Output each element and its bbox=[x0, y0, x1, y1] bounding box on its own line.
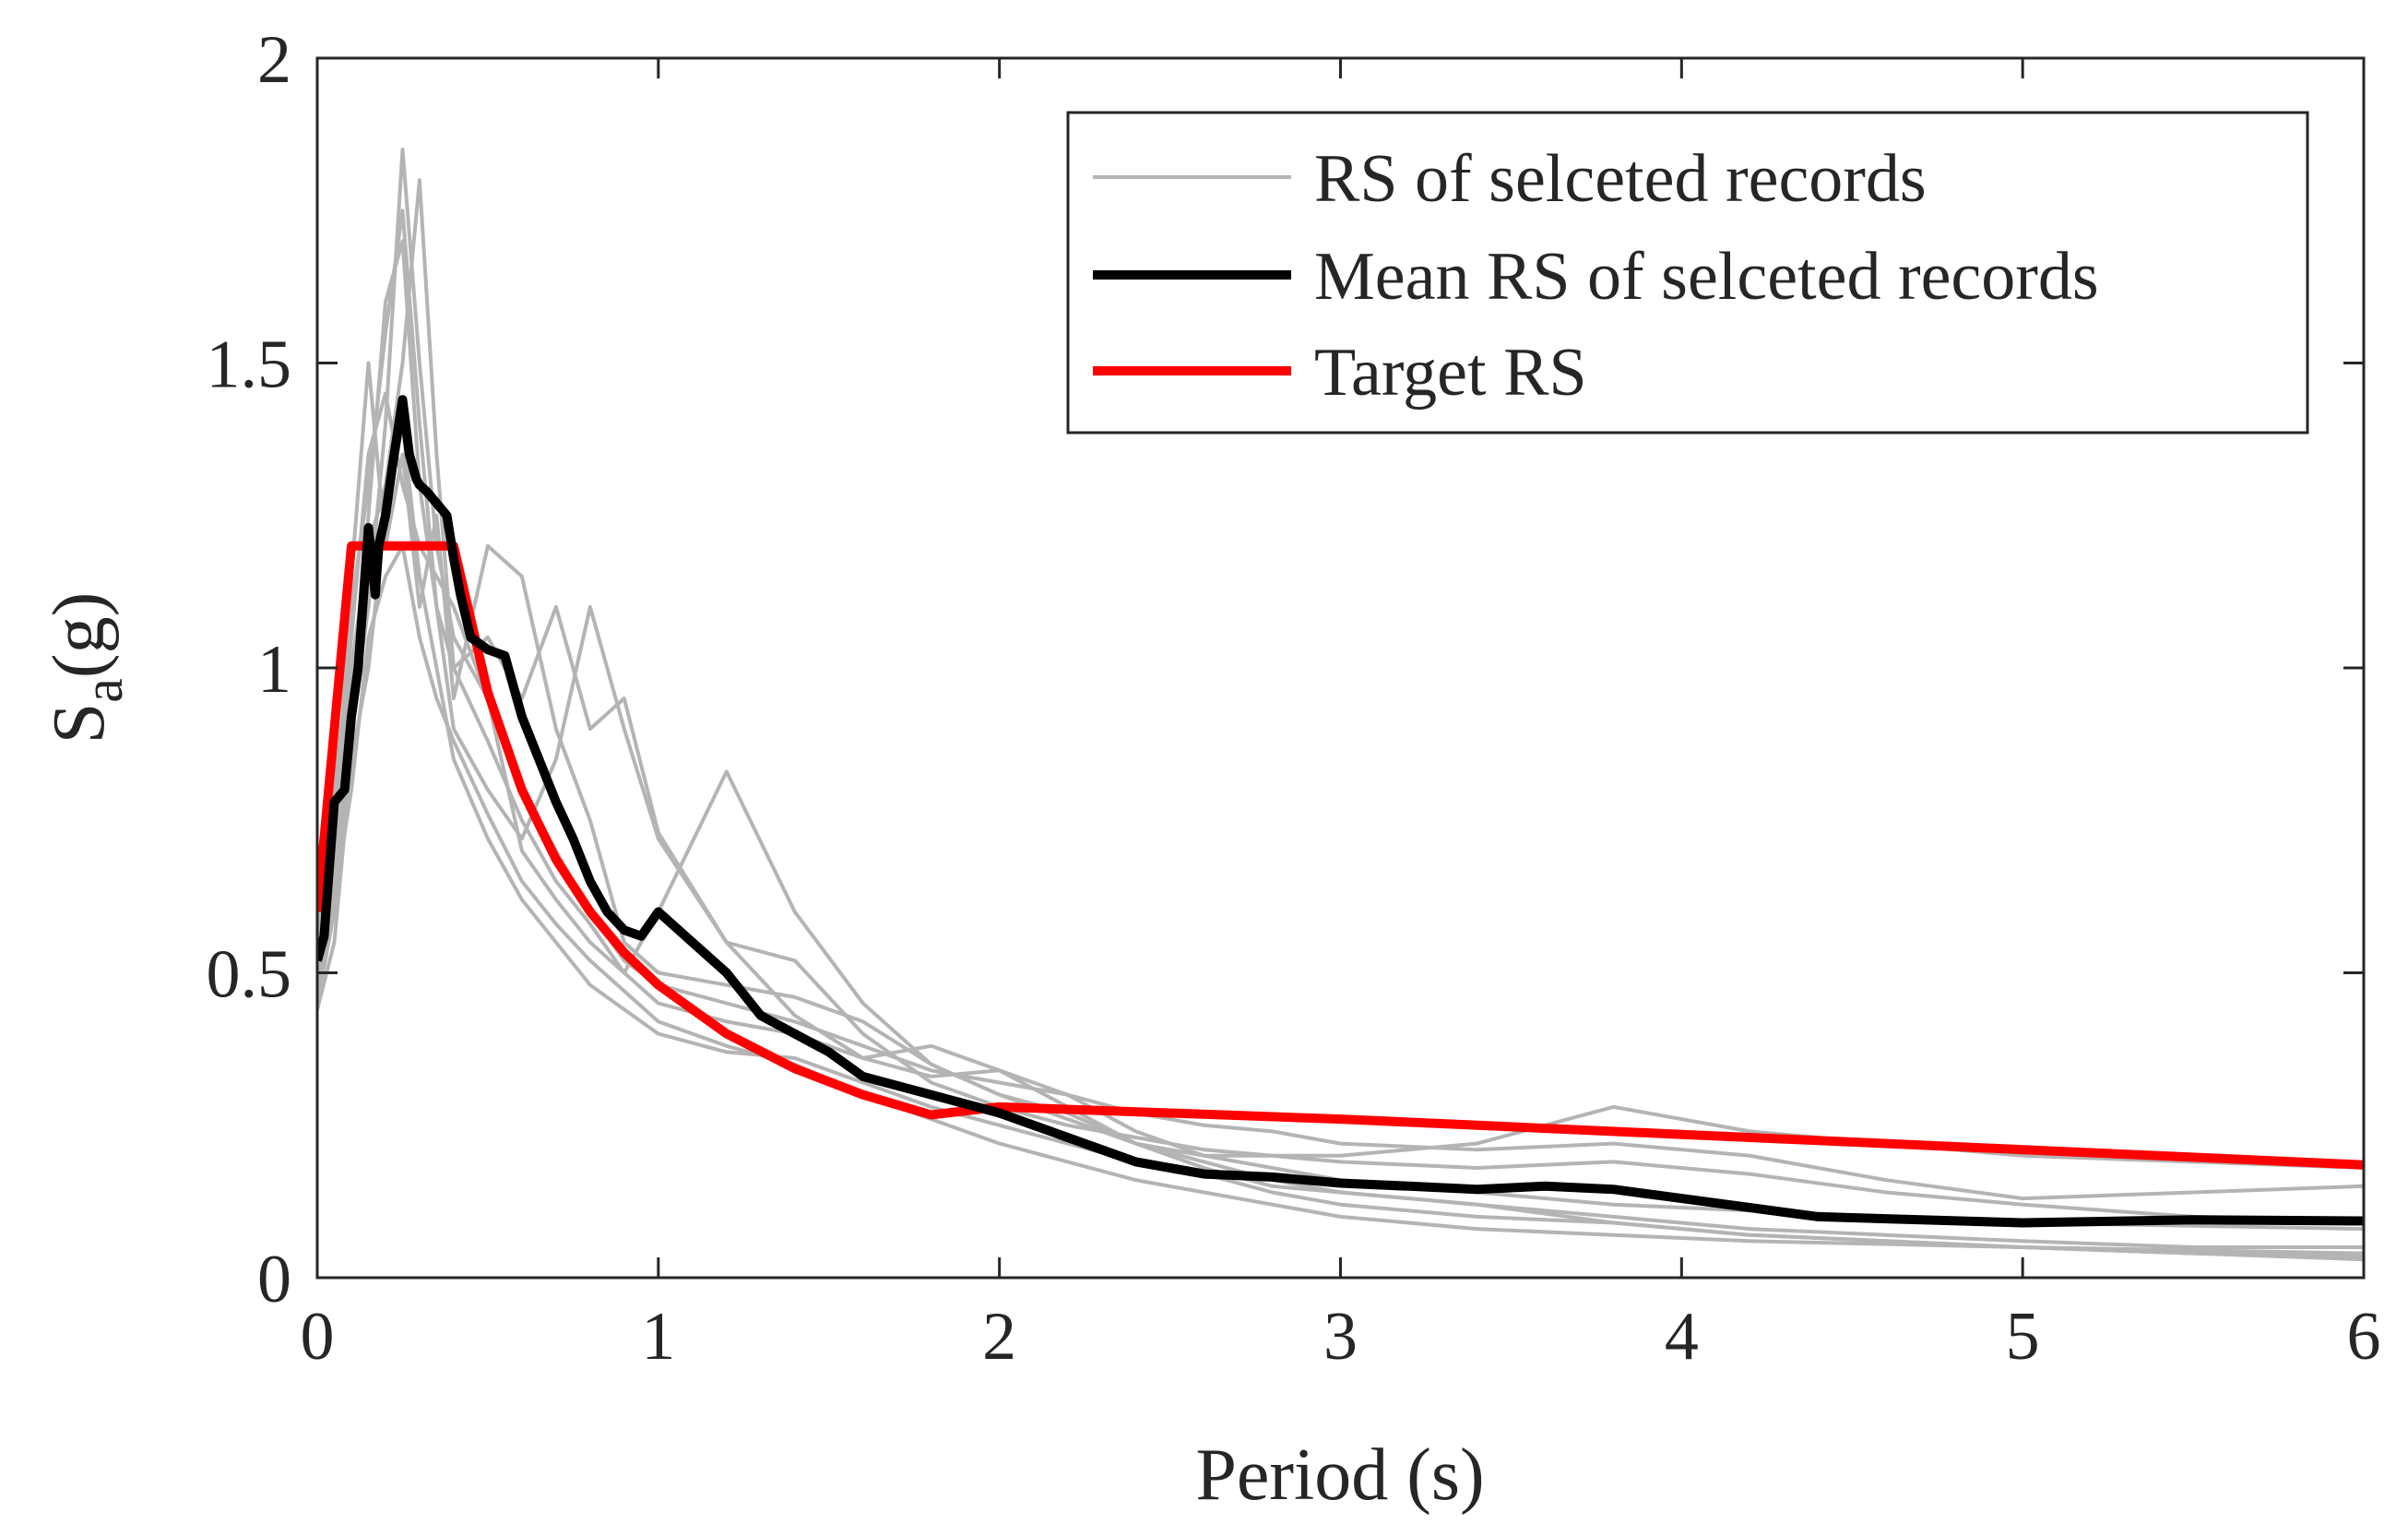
axis-ticks bbox=[315, 56, 2366, 1280]
x-tick-label: 6 bbox=[2347, 1299, 2381, 1375]
record-spectrum-line-5 bbox=[317, 391, 2364, 1256]
x-tick-label: 1 bbox=[641, 1299, 675, 1375]
y-tick-labels: 0 0.5 1 1.5 2 bbox=[207, 22, 292, 1317]
y-tick-label: 0 bbox=[257, 1242, 291, 1317]
y-tick-label: 1.5 bbox=[207, 327, 292, 403]
record-spectrum-line-1 bbox=[317, 178, 2364, 1232]
record-spectrum-line-7 bbox=[317, 208, 2364, 1225]
y-tick-label: 0.5 bbox=[207, 937, 292, 1013]
target-spectrum-line bbox=[317, 541, 2364, 1170]
record-spectrum-line-3 bbox=[317, 361, 2364, 1170]
y-tick-label: 1 bbox=[257, 632, 291, 708]
y-axis-label-subscript: a bbox=[73, 678, 134, 703]
legend: RS of selceted records Mean RS of selcet… bbox=[1066, 111, 2309, 435]
record-spectrum-line-4 bbox=[317, 239, 2364, 1249]
legend-label-mean: Mean RS of selceted records bbox=[1314, 239, 2099, 315]
y-axis-label-main: S bbox=[39, 703, 120, 744]
y-tick-label: 2 bbox=[257, 22, 291, 98]
y-axis-label: Sa(g) bbox=[39, 592, 134, 744]
x-tick-labels: 0 1 2 3 4 5 6 bbox=[301, 1299, 2381, 1375]
legend-label-target: Target RS bbox=[1314, 335, 1587, 411]
x-tick-label: 0 bbox=[301, 1299, 335, 1375]
x-tick-label: 5 bbox=[2006, 1299, 2040, 1375]
x-tick-label: 3 bbox=[1323, 1299, 1358, 1375]
y-axis-label-suffix: (g) bbox=[39, 592, 120, 678]
mean-series-group bbox=[317, 395, 2364, 1228]
mean-spectrum-line bbox=[317, 395, 2364, 1228]
x-axis-label: Period (s) bbox=[1195, 1435, 1484, 1516]
legend-label-records: RS of selceted records bbox=[1314, 141, 1927, 217]
target-series-group bbox=[317, 541, 2364, 1170]
x-tick-label: 2 bbox=[982, 1299, 1016, 1375]
x-tick-label: 4 bbox=[1665, 1299, 1699, 1375]
